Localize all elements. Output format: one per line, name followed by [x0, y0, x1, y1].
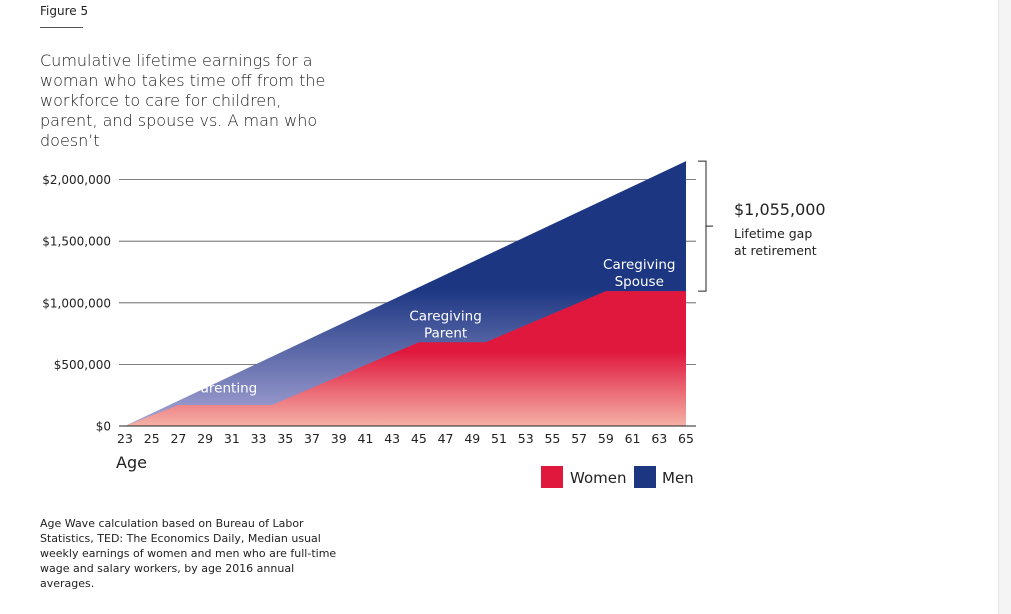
y-tick-label: $2,000,000 — [42, 173, 111, 187]
annotation-label: Caregiving — [603, 257, 675, 273]
legend-swatch-men — [634, 466, 656, 488]
axes: $0 $500,000 $1,000,000 $1,500,000 $2,000,000… — [42, 173, 696, 472]
x-tick-label: 23 — [117, 431, 133, 446]
areas — [125, 161, 686, 426]
y-tick-label: $1,500,000 — [42, 235, 111, 249]
source-note: Age Wave calculation based on Bureau of … — [40, 517, 337, 590]
figure-label-underline — [40, 27, 83, 28]
figure-label: Figure 5 — [40, 4, 89, 18]
annotation-label: Caregiving — [409, 309, 481, 325]
chart-title: Cumulative lifetime earnings for a woman… — [40, 51, 326, 150]
x-tick-label: 45 — [411, 431, 427, 446]
annotation-label: Parenting — [193, 381, 257, 397]
x-tick-label: 53 — [518, 431, 534, 446]
x-tick-label: 29 — [197, 431, 213, 446]
x-tick-label: 49 — [464, 431, 480, 446]
legend-label-men: Men — [662, 469, 694, 487]
legend-swatch-women — [541, 466, 563, 488]
gap-value-label: $1,055,000 — [734, 200, 826, 219]
right-edge-strip — [998, 0, 1011, 614]
annotations: ParentingCaregivingParentCaregivingSpous… — [193, 160, 826, 397]
x-tick-label: 51 — [491, 431, 507, 446]
x-tick-label: 47 — [438, 431, 454, 446]
x-axis-label: Age — [116, 453, 147, 472]
legend: Women Men — [541, 466, 694, 488]
x-tick-label: 25 — [144, 431, 160, 446]
x-tick-label: 63 — [651, 431, 667, 446]
x-tick-label: 39 — [331, 431, 347, 446]
x-tick-label: 41 — [357, 431, 373, 446]
x-tick-label: 43 — [384, 431, 400, 446]
gap-caption-label: at retirement — [734, 243, 817, 258]
x-tick-label: 27 — [170, 431, 186, 446]
x-tick-label: 37 — [304, 431, 320, 446]
women-area — [125, 291, 686, 426]
legend-label-women: Women — [570, 469, 626, 487]
x-tick-label: 59 — [598, 431, 614, 446]
x-tick-label: 57 — [571, 431, 587, 446]
x-tick-label: 55 — [544, 431, 560, 446]
y-tick-label: $1,000,000 — [42, 296, 111, 310]
gap-caption-label: Lifetime gap — [734, 226, 812, 241]
x-tick-label: 31 — [224, 431, 240, 446]
x-tick-label: 35 — [277, 431, 293, 446]
y-tick-label: $0 — [96, 420, 111, 434]
y-tick-label: $500,000 — [54, 358, 111, 372]
annotation-label: Spouse — [615, 274, 664, 290]
annotation-label: Parent — [424, 326, 467, 342]
x-tick-label: 61 — [625, 431, 641, 446]
x-tick-label: 33 — [251, 431, 267, 446]
x-tick-label: 65 — [678, 431, 694, 446]
gap-bracket — [698, 160, 707, 292]
